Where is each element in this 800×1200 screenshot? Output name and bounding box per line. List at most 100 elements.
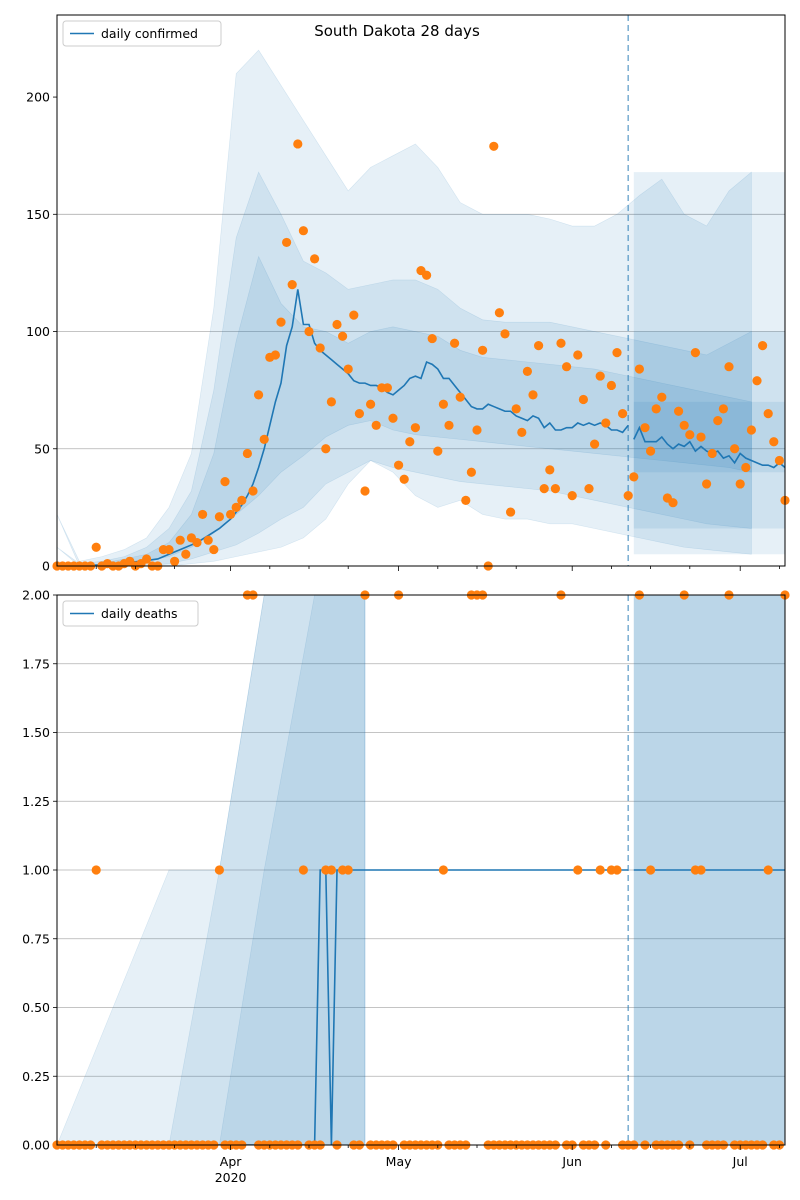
data-point: [601, 418, 611, 428]
y-tick-label: 150: [26, 207, 50, 222]
data-point: [573, 865, 583, 875]
data-point: [321, 444, 331, 454]
data-point: [746, 425, 757, 435]
data-point: [326, 865, 336, 875]
data-point: [713, 416, 723, 426]
data-point: [668, 498, 678, 508]
plot-area: [57, 49, 785, 566]
data-point: [170, 556, 180, 566]
y-tick-label: 0.75: [22, 931, 50, 946]
data-point: [388, 413, 398, 423]
uncertainty-band: [57, 255, 752, 566]
data-point: [310, 254, 320, 264]
data-point: [192, 537, 202, 548]
legend: daily confirmed: [62, 20, 222, 47]
data-point: [354, 408, 364, 419]
data-point: [259, 434, 269, 444]
chart-title: South Dakota 28 days: [314, 22, 480, 40]
data-point: [595, 371, 605, 381]
data-point: [494, 308, 504, 318]
data-point: [203, 535, 213, 545]
x-tick-label: Apr: [220, 1154, 242, 1169]
y-tick-label: 1.00: [22, 863, 50, 878]
data-point: [326, 397, 336, 407]
data-point: [343, 865, 353, 875]
data-point: [444, 420, 454, 430]
data-point: [718, 404, 729, 414]
data-point: [466, 467, 476, 477]
data-point: [696, 432, 706, 442]
data-point: [724, 362, 734, 372]
x-tick-label: May: [386, 1154, 412, 1169]
data-point: [534, 341, 544, 351]
data-point: [410, 423, 420, 433]
data-point: [612, 865, 622, 875]
data-point: [338, 331, 348, 341]
data-point: [646, 865, 656, 875]
data-point: [343, 364, 353, 374]
y-tick-label: 1.75: [22, 656, 50, 671]
data-point: [590, 439, 600, 449]
y-tick-label: 0.25: [22, 1069, 50, 1084]
data-point: [360, 486, 370, 496]
data-point: [730, 444, 740, 454]
data-point: [332, 319, 342, 330]
data-point: [517, 427, 527, 437]
deaths-panel: 0.00 0.25 0.50 0.75 1.00 1.25 1.50 1.75 2.00 Apr2…: [22, 588, 790, 1185]
data-point: [298, 226, 308, 236]
y-tick-label: 2.00: [22, 588, 50, 603]
data-point: [304, 326, 314, 337]
data-point: [539, 484, 549, 494]
plot-area: [57, 595, 785, 1145]
data-point: [763, 865, 773, 875]
data-point: [696, 865, 706, 875]
data-point: [690, 348, 701, 358]
data-point: [472, 425, 482, 435]
data-point: [562, 362, 572, 372]
data-point: [606, 380, 617, 391]
data-point: [478, 345, 488, 355]
data-point: [573, 350, 583, 360]
data-point: [450, 338, 460, 348]
data-point: [371, 420, 381, 430]
data-point: [142, 554, 152, 564]
data-point: [422, 270, 432, 280]
data-point: [500, 329, 510, 339]
data-point: [427, 333, 437, 344]
data-point: [511, 404, 521, 414]
data-point: [640, 423, 650, 433]
x-tick-sublabel: 2020: [215, 1170, 247, 1185]
data-point: [595, 865, 605, 875]
legend-box: [62, 600, 199, 627]
data-point: [382, 383, 392, 393]
data-point: [612, 348, 622, 358]
data-point: [226, 509, 236, 520]
data-point: [556, 338, 566, 348]
data-point: [209, 544, 219, 555]
data-point: [522, 366, 533, 376]
forecast-band: [633, 331, 785, 529]
data-point: [455, 392, 465, 402]
legend-box: [62, 20, 222, 47]
plot-frame: [56, 594, 786, 1146]
data-point: [679, 420, 689, 430]
data-point: [181, 549, 191, 559]
data-point: [366, 399, 376, 409]
data-point: [198, 509, 208, 520]
data-point: [214, 865, 224, 875]
data-point: [91, 542, 101, 552]
data-point: [298, 865, 308, 875]
data-point: [282, 237, 292, 248]
data-point: [91, 865, 101, 875]
data-point: [349, 310, 359, 320]
data-point: [254, 390, 264, 400]
data-point: [550, 484, 561, 494]
data-point: [276, 317, 286, 327]
legend: daily deaths: [62, 600, 199, 627]
legend-label: daily deaths: [101, 606, 178, 621]
data-point: [674, 406, 684, 416]
data-point: [657, 392, 667, 402]
y-tick-label: 1.50: [22, 725, 50, 740]
data-point: [763, 408, 773, 419]
